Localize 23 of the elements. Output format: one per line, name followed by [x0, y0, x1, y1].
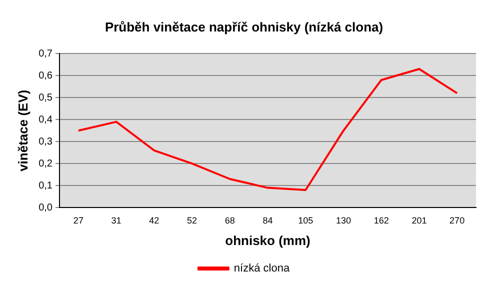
legend-label: nízká clona	[234, 262, 290, 275]
x-tick-label: 130	[336, 215, 351, 226]
x-tick-label: 68	[224, 215, 235, 226]
y-tick-label: 0,2	[38, 158, 53, 170]
x-tick-label: 52	[187, 215, 198, 226]
y-tick-label: 0,0	[38, 202, 53, 214]
y-axis-title: vinětace (EV)	[15, 90, 30, 172]
y-tick-label: 0,7	[38, 48, 53, 60]
y-tick-label: 0,3	[38, 136, 53, 148]
x-tick-label: 27	[73, 215, 84, 226]
y-tick-label: 0,5	[38, 92, 53, 104]
x-tick-label: 105	[298, 215, 314, 226]
x-tick-label: 201	[412, 215, 427, 226]
x-tick-label: 42	[149, 215, 160, 226]
x-tick-label: 31	[111, 215, 122, 226]
x-tick-label: 270	[450, 215, 465, 226]
x-tick-label: 162	[374, 215, 389, 226]
chart-title: Průběh vinětace napříč ohnisky (nízká clona)	[104, 19, 384, 34]
x-tick-label: 84	[262, 215, 273, 226]
y-tick-label: 0,4	[38, 114, 53, 126]
x-axis-title: ohnisko (mm)	[225, 232, 310, 248]
y-tick-label: 0,1	[38, 180, 53, 192]
y-tick-label: 0,6	[38, 70, 53, 82]
